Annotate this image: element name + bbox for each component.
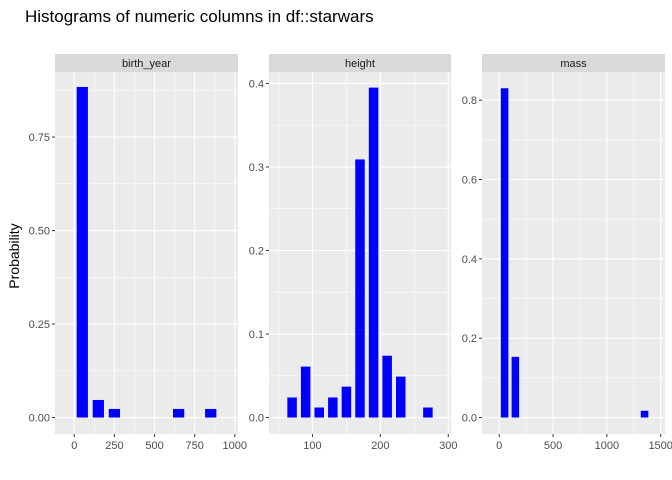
y-tick-label: 0.0 (249, 413, 264, 425)
y-tick-label: 0.0 (462, 413, 477, 425)
x-tick-label: 500 (145, 440, 163, 452)
facet-panel-birth-year: birth_year 0.00 0.25 0.50 0.75 0 250 500 750 1000 (29, 54, 247, 452)
histogram-bar (314, 407, 325, 418)
facet-strip (269, 54, 451, 72)
histogram-bar (423, 407, 433, 418)
y-tick-label: 0.00 (29, 413, 50, 425)
histogram-bar (108, 408, 121, 418)
y-tick-label: 0.6 (462, 175, 477, 187)
y-tick-label: 0.50 (29, 226, 50, 238)
histogram-bar (76, 86, 88, 418)
x-tick-label: 1000 (223, 440, 247, 452)
histogram-bar (300, 366, 311, 418)
x-tick-label: 200 (371, 440, 389, 452)
y-axis-title: Probability (6, 223, 22, 288)
y-tick-label: 0.25 (29, 319, 50, 331)
y-tick-label: 0.8 (462, 95, 477, 107)
histogram-bar (395, 376, 406, 418)
x-tick-label: 0 (496, 440, 502, 452)
x-tick-label: 0 (71, 440, 77, 452)
facet-panel-height: height 0.0 0.1 0.2 0.3 0.4 100 200 300 (249, 54, 457, 452)
panel-background (482, 72, 665, 434)
facet-strip-label: mass (560, 58, 587, 70)
facet-panel-mass: mass 0.0 0.2 0.4 0.6 0.8 0 500 1000 1500 (462, 54, 672, 452)
x-tick-label: 1500 (648, 440, 672, 452)
y-tick-label: 0.75 (29, 132, 50, 144)
x-tick-label: 100 (303, 440, 321, 452)
histogram-bar (287, 397, 297, 418)
facet-strip-label: height (345, 58, 375, 70)
histogram-bar (511, 356, 520, 418)
y-tick-label: 0.1 (249, 329, 264, 341)
histogram-bar (500, 88, 509, 418)
y-tick-label: 0.4 (249, 78, 264, 90)
histogram-bar (640, 410, 649, 418)
facet-strip (55, 54, 238, 72)
histogram-bar (92, 399, 104, 418)
histogram-bar (355, 159, 365, 418)
histogram-bar (172, 408, 185, 418)
histogram-bar (382, 355, 392, 418)
facet-strip-label: birth_year (122, 58, 171, 70)
histogram-bar (205, 408, 217, 418)
y-tick-label: 0.2 (462, 333, 477, 345)
y-tick-label: 0.3 (249, 162, 264, 174)
x-tick-label: 250 (105, 440, 123, 452)
facet-strip (482, 54, 665, 72)
x-tick-label: 750 (185, 440, 203, 452)
y-tick-label: 0.4 (462, 254, 477, 266)
histogram-bar (328, 397, 338, 418)
y-tick-label: 0.2 (249, 245, 264, 257)
chart-title: Histograms of numeric columns in df::sta… (25, 7, 374, 26)
histogram-bar (341, 386, 352, 418)
x-tick-label: 1000 (595, 440, 619, 452)
x-tick-label: 300 (439, 440, 457, 452)
x-tick-label: 500 (544, 440, 562, 452)
histogram-bar (368, 87, 379, 418)
